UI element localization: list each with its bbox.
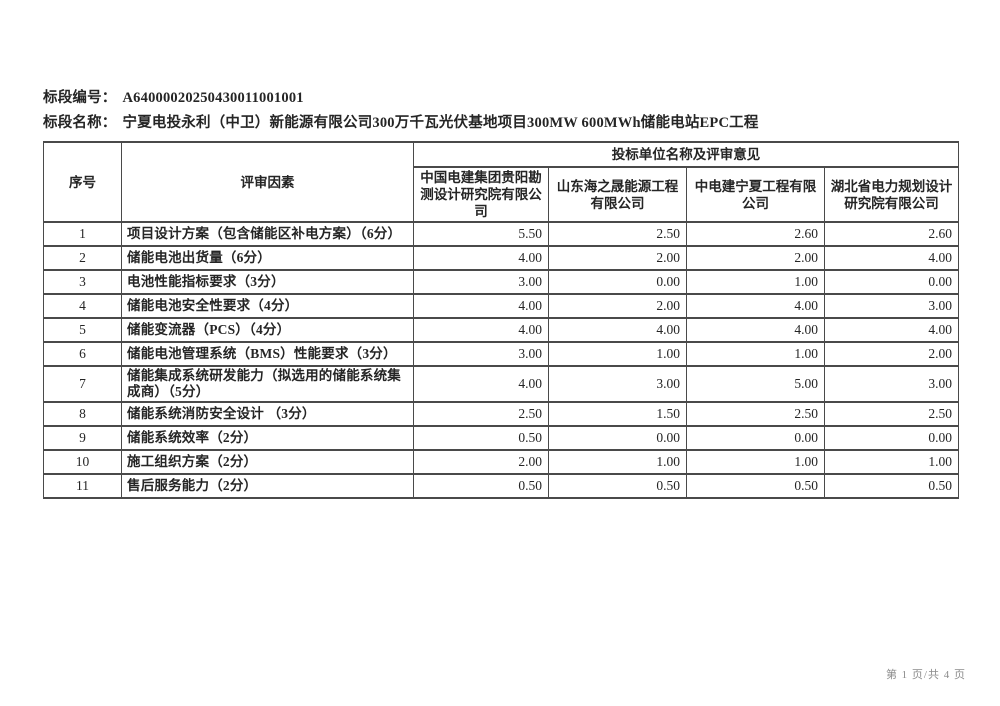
- document-header: 标段编号： A64000020250430011001001 标段名称： 宁夏电投永…: [43, 86, 973, 136]
- score-cell: 2.00: [548, 245, 687, 271]
- section-name-label: 标段名称：: [43, 115, 117, 131]
- score-cell: 1.00: [686, 341, 825, 367]
- score-cell: 2.00: [686, 245, 825, 271]
- score-cell: 0.00: [824, 269, 959, 295]
- row-index: 3: [43, 269, 122, 295]
- row-index: 6: [43, 341, 122, 367]
- score-cell: 5.00: [686, 365, 825, 403]
- score-cell: 4.00: [548, 317, 687, 343]
- score-cell: 1.50: [548, 401, 687, 427]
- table-row: 8 储能系统消防安全设计 （3分） 2.50 1.50 2.50 2.50: [43, 401, 959, 427]
- section-code-line: 标段编号： A64000020250430011001001: [43, 86, 973, 111]
- factor-cell: 储能变流器（PCS）（4分）: [121, 317, 414, 343]
- score-cell: 1.00: [686, 449, 825, 475]
- score-cell: 0.00: [824, 425, 959, 451]
- factor-cell: 储能电池安全性要求（4分）: [121, 293, 414, 319]
- score-cell: 4.00: [413, 293, 549, 319]
- score-cell: 4.00: [413, 365, 549, 403]
- table-row: 11 售后服务能力（2分） 0.50 0.50 0.50 0.50: [43, 473, 959, 499]
- row-index: 1: [43, 221, 122, 247]
- score-cell: 4.00: [413, 245, 549, 271]
- score-cell: 3.00: [413, 341, 549, 367]
- table-row: 7 储能集成系统研发能力（拟选用的储能系统集成商）（5分） 4.00 3.00 5.00…: [43, 365, 959, 403]
- score-cell: 4.00: [686, 293, 825, 319]
- row-index: 8: [43, 401, 122, 427]
- score-cell: 0.50: [413, 425, 549, 451]
- table-row: 4 储能电池安全性要求（4分） 4.00 2.00 4.00 3.00: [43, 293, 959, 319]
- factor-cell: 储能系统效率（2分）: [121, 425, 414, 451]
- score-cell: 2.50: [824, 401, 959, 427]
- row-index: 4: [43, 293, 122, 319]
- evaluation-table: 序号 评审因素 投标单位名称及评审意见 中国电建集团贵阳勘测设计研究院有限公司山…: [43, 141, 959, 499]
- table-row: 1 项目设计方案（包含储能区补电方案）（6分） 5.50 2.50 2.60 2.60: [43, 221, 959, 247]
- factor-cell: 储能电池出货量（6分）: [121, 245, 414, 271]
- bidder-header-2: 山东海之晟能源工程有限公司: [548, 166, 687, 223]
- score-cell: 1.00: [686, 269, 825, 295]
- col-header-index: 序号: [43, 141, 122, 223]
- bidder-header-1: 中国电建集团贵阳勘测设计研究院有限公司: [413, 166, 549, 223]
- factor-cell: 储能系统消防安全设计 （3分）: [121, 401, 414, 427]
- score-cell: 1.00: [548, 449, 687, 475]
- score-cell: 0.00: [548, 269, 687, 295]
- table-row: 5 储能变流器（PCS）（4分） 4.00 4.00 4.00 4.00: [43, 317, 959, 343]
- factor-cell: 电池性能指标要求（3分）: [121, 269, 414, 295]
- score-cell: 4.00: [413, 317, 549, 343]
- score-cell: 2.50: [686, 401, 825, 427]
- score-cell: 3.00: [548, 365, 687, 403]
- bidder-header-4: 湖北省电力规划设计研究院有限公司: [824, 166, 959, 223]
- score-cell: 4.00: [686, 317, 825, 343]
- score-cell: 0.00: [686, 425, 825, 451]
- table-row: 9 储能系统效率（2分） 0.50 0.00 0.00 0.00: [43, 425, 959, 451]
- row-index: 11: [43, 473, 122, 499]
- page-number: 第 1 页/共 4 页: [885, 669, 966, 681]
- score-cell: 2.50: [413, 401, 549, 427]
- score-cell: 1.00: [548, 341, 687, 367]
- factor-cell: 施工组织方案（2分）: [121, 449, 414, 475]
- row-index: 10: [43, 449, 122, 475]
- score-cell: 3.00: [824, 293, 959, 319]
- score-cell: 0.00: [548, 425, 687, 451]
- section-code-label: 标段编号：: [43, 90, 117, 106]
- row-index: 9: [43, 425, 122, 451]
- col-header-factor: 评审因素: [121, 141, 414, 223]
- section-code-value: A64000020250430011001001: [122, 90, 304, 106]
- row-index: 7: [43, 365, 122, 403]
- score-cell: 0.50: [686, 473, 825, 499]
- table-row: 6 储能电池管理系统（BMS）性能要求（3分） 3.00 1.00 1.00 2.00: [43, 341, 959, 367]
- score-cell: 0.50: [824, 473, 959, 499]
- factor-cell: 储能集成系统研发能力（拟选用的储能系统集成商）（5分）: [121, 365, 414, 403]
- score-cell: 2.00: [548, 293, 687, 319]
- row-index: 5: [43, 317, 122, 343]
- bidder-header-3: 中电建宁夏工程有限公司: [686, 166, 825, 223]
- score-cell: 4.00: [824, 245, 959, 271]
- score-cell: 3.00: [824, 365, 959, 403]
- table-row: 3 电池性能指标要求（3分） 3.00 0.00 1.00 0.00: [43, 269, 959, 295]
- section-name-line: 标段名称： 宁夏电投永利（中卫）新能源有限公司300万千瓦光伏基地项目300MW …: [43, 111, 973, 136]
- score-cell: 0.50: [413, 473, 549, 499]
- factor-cell: 储能电池管理系统（BMS）性能要求（3分）: [121, 341, 414, 367]
- section-name-value: 宁夏电投永利（中卫）新能源有限公司300万千瓦光伏基地项目300MW 600MW…: [122, 115, 759, 131]
- score-cell: 3.00: [413, 269, 549, 295]
- table-row: 10 施工组织方案（2分） 2.00 1.00 1.00 1.00: [43, 449, 959, 475]
- header-row-group: 序号 评审因素 投标单位名称及评审意见: [43, 141, 959, 223]
- factor-cell: 售后服务能力（2分）: [121, 473, 414, 499]
- score-cell: 2.00: [413, 449, 549, 475]
- score-cell: 2.60: [686, 221, 825, 247]
- factor-cell: 项目设计方案（包含储能区补电方案）（6分）: [121, 221, 414, 247]
- score-cell: 1.00: [824, 449, 959, 475]
- score-cell: 0.50: [548, 473, 687, 499]
- header-row-bidders: 中国电建集团贵阳勘测设计研究院有限公司 山东海之晟能源工程有限公司 中电建宁夏工程有…: [44, 166, 959, 223]
- score-cell: 2.00: [824, 341, 959, 367]
- row-index: 2: [43, 245, 122, 271]
- col-header-bidders-group: 投标单位名称及评审意见: [413, 141, 959, 168]
- score-cell: 5.50: [413, 221, 549, 247]
- score-cell: 2.60: [824, 221, 959, 247]
- score-cell: 4.00: [824, 317, 959, 343]
- score-cell: 2.50: [548, 221, 687, 247]
- table-row: 2 储能电池出货量（6分） 4.00 2.00 2.00 4.00: [43, 245, 959, 271]
